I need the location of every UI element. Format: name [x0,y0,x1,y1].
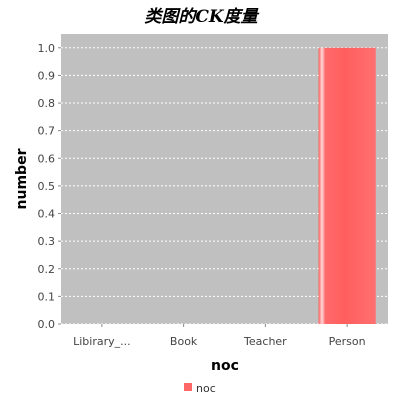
x-axis-label: noc [211,358,239,374]
y-tick-label: 1.0 [38,42,56,55]
y-tick-label: 0.6 [38,152,56,165]
y-tick-label: 0.4 [38,208,56,221]
y-tick-label: 0.3 [38,235,56,248]
x-tick-label: Person [329,335,366,348]
x-axis-ticks: Libirary_... Book Teacher Person [73,324,366,348]
bar-person [318,47,376,325]
y-tick-label: 0.0 [38,318,56,331]
y-axis-ticks: 0.0 0.1 0.2 0.3 0.4 0.5 0.6 0.7 0.8 0.9 1.0 [38,42,61,331]
y-tick-label: 0.2 [38,263,56,276]
bars [318,47,376,325]
x-tick-label: Book [170,335,198,348]
x-tick-label: Libirary_... [73,335,131,348]
y-tick-label: 0.5 [38,180,56,193]
y-axis-label: number [14,148,30,209]
y-tick-label: 0.1 [38,290,56,303]
legend: noc [184,382,216,395]
y-tick-label: 0.9 [38,69,56,82]
chart-title: 类图的CK度量 [144,7,259,27]
legend-label: noc [196,382,216,395]
legend-swatch [184,383,192,391]
y-tick-label: 0.8 [38,97,56,110]
x-tick-label: Teacher [243,335,287,348]
y-tick-label: 0.7 [38,125,56,138]
